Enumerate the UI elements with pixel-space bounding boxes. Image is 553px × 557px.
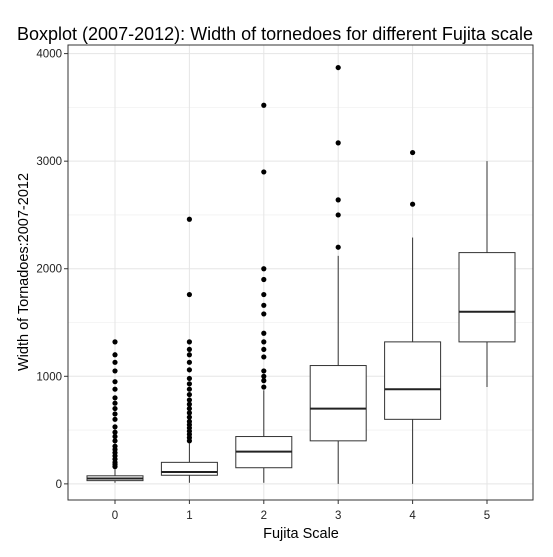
outlier-point [261, 276, 267, 283]
outlier-point [112, 359, 118, 365]
box-iqr [160, 461, 218, 476]
outlier-point [112, 424, 118, 430]
outlier-point [261, 330, 267, 336]
box-layer [86, 161, 516, 484]
outlier-point [186, 375, 192, 382]
outlier-point [112, 411, 118, 417]
outlier-point [112, 386, 118, 392]
x-tick-label: 5 [484, 510, 490, 522]
outlier-point [112, 433, 118, 440]
outlier-point [186, 339, 192, 345]
outlier-point [261, 266, 267, 272]
outlier-layer [112, 64, 416, 470]
y-tick-label: 3000 [36, 156, 62, 168]
outlier-point [261, 384, 267, 390]
y-tick-label: 1000 [36, 371, 62, 383]
outlier-point [186, 401, 192, 407]
outlier-point [186, 359, 192, 365]
outlier-point [261, 354, 267, 360]
outlier-point [112, 352, 118, 358]
outlier-point [186, 397, 192, 403]
box-iqr [458, 252, 516, 343]
outlier-point [112, 379, 118, 385]
x-tick-label: 2 [261, 510, 267, 522]
y-tick-label: 2000 [36, 264, 62, 276]
outlier-point [335, 140, 341, 146]
outlier-point [261, 368, 267, 374]
outlier-point [186, 414, 192, 420]
outlier-point [261, 302, 267, 308]
y-axis-label: Width of Tornadoes:2007-2012 [16, 173, 32, 371]
outlier-point [112, 368, 118, 374]
y-tick-label: 0 [56, 479, 62, 491]
outlier-point [186, 216, 192, 222]
outlier-point [186, 291, 192, 298]
outlier-point [410, 149, 416, 156]
outlier-point [335, 197, 341, 203]
outlier-point [112, 416, 118, 422]
x-axis-label: Fujita Scale [263, 526, 339, 542]
outlier-point [112, 339, 118, 345]
outlier-point [112, 405, 118, 412]
outlier-point [261, 311, 267, 317]
outlier-point [261, 169, 267, 175]
outlier-point [410, 201, 416, 207]
outlier-point [261, 339, 267, 345]
outlier-point [186, 386, 192, 392]
outlier-point [261, 378, 267, 384]
tick-layer: 0 1000 2000 3000 4000 0 1 2 3 4 5 [36, 49, 490, 522]
outlier-point [261, 373, 267, 379]
outlier-point [112, 438, 118, 444]
outlier-point [261, 291, 267, 298]
outlier-point [186, 418, 192, 425]
outlier-point [186, 405, 192, 412]
x-tick-label: 0 [112, 510, 118, 522]
box-iqr [309, 365, 367, 442]
outlier-point [261, 346, 267, 353]
outlier-point [186, 410, 192, 416]
outlier-point [186, 346, 192, 353]
y-tick-label: 4000 [36, 49, 62, 61]
outlier-point [112, 400, 118, 406]
chart-title: Boxplot (2007-2012): Width of tornedoes … [17, 24, 533, 44]
outlier-point [261, 102, 267, 108]
x-tick-label: 4 [409, 510, 416, 522]
x-tick-label: 1 [186, 510, 192, 522]
outlier-point [112, 443, 118, 449]
outlier-point [186, 391, 192, 398]
outlier-point [335, 244, 341, 250]
outlier-point [186, 352, 192, 358]
outlier-point [186, 367, 192, 373]
x-tick-label: 3 [335, 510, 341, 522]
box-iqr [384, 341, 442, 420]
outlier-point [112, 429, 118, 435]
outlier-point [335, 64, 341, 71]
outlier-point [112, 395, 118, 401]
outlier-point [335, 212, 341, 218]
panel-border [67, 44, 534, 501]
outlier-point [186, 381, 192, 387]
